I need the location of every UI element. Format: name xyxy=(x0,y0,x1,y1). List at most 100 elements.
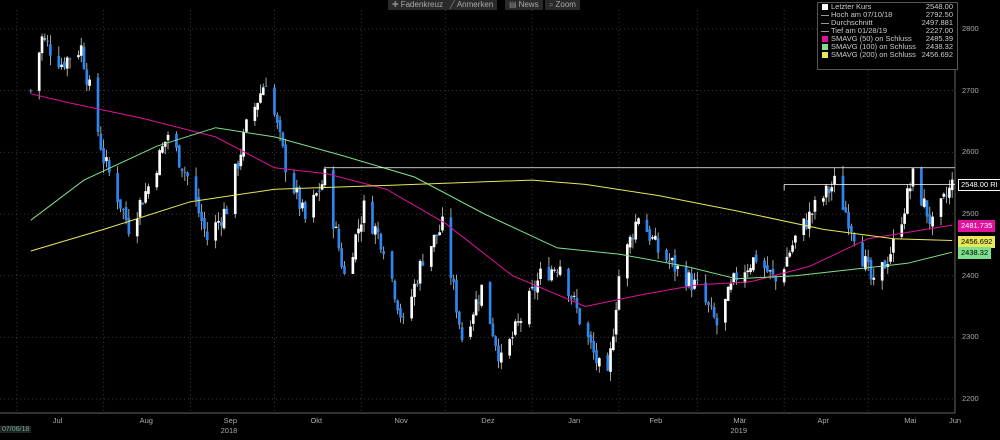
pencil-icon: ╱ xyxy=(450,0,455,9)
candle-body xyxy=(79,45,83,56)
x-tick-label: Feb xyxy=(649,416,663,425)
candle-body xyxy=(586,323,590,338)
candle-body xyxy=(533,286,537,292)
candle-body xyxy=(597,358,601,367)
candle-body xyxy=(242,132,245,157)
candle-body xyxy=(37,52,41,91)
candle-body xyxy=(841,175,845,210)
candle-body xyxy=(323,168,327,186)
candle-body xyxy=(107,160,111,173)
candle-body xyxy=(497,345,500,362)
chart-legend: Letzter Kurs 2548.00 Hoch am 07/10/18 2792.… xyxy=(817,2,958,70)
candle-body xyxy=(214,222,217,241)
legend-swatch xyxy=(821,15,829,16)
candle-body xyxy=(844,207,848,213)
candle-body xyxy=(553,269,556,271)
candle-body xyxy=(754,254,758,262)
zoom-icon: ⌕ xyxy=(549,0,554,9)
candle-body xyxy=(651,237,654,239)
news-button[interactable]: ▤ News xyxy=(505,0,543,10)
x-tick-label: Nov xyxy=(394,416,408,425)
candle-body xyxy=(186,172,189,177)
legend-row: Durchschnitt 2497.881 xyxy=(818,19,957,27)
candle-body xyxy=(292,173,296,194)
candle-body xyxy=(785,256,789,267)
candle-body xyxy=(488,281,492,325)
candle-body xyxy=(945,195,948,197)
candle-body xyxy=(637,218,640,224)
candle-body xyxy=(872,277,876,280)
candle-body xyxy=(578,308,582,325)
candle-body xyxy=(317,190,321,192)
candle-body xyxy=(665,250,668,261)
candle-body xyxy=(88,79,91,86)
sma-200-line xyxy=(30,179,953,252)
candle-body xyxy=(284,144,287,173)
legend-swatch xyxy=(821,31,829,32)
legend-row: SMAVG (50) on Schluss 2485.39 xyxy=(818,35,957,43)
candle-body xyxy=(802,218,806,236)
legend-label: SMAVG (50) on Schluss xyxy=(831,34,912,43)
candle-body xyxy=(315,193,318,196)
candle-body xyxy=(788,252,792,257)
candle-body xyxy=(676,265,680,269)
legend-value: 2792.50 xyxy=(925,10,953,19)
sma-50-line xyxy=(30,93,953,308)
candle-body xyxy=(634,221,638,240)
candle-body xyxy=(376,228,380,233)
candle-body xyxy=(712,307,716,318)
candle-body xyxy=(746,270,750,273)
candle-body xyxy=(158,150,161,176)
legend-value: 2497.881 xyxy=(921,18,953,27)
candle-body xyxy=(452,278,456,283)
candle-body xyxy=(847,211,850,229)
candle-body xyxy=(631,238,635,240)
candle-body xyxy=(135,219,139,237)
crosshair-button[interactable]: ✚ Fadenkreuz xyxy=(388,0,447,10)
candle-body xyxy=(60,64,63,68)
candle-body xyxy=(144,191,147,203)
candle-body xyxy=(261,87,265,96)
candle-body xyxy=(491,323,495,337)
y-tick-label: 2700 xyxy=(962,85,979,95)
candle-body xyxy=(29,90,33,92)
crosshair-icon: ✚ xyxy=(392,0,399,9)
candle-body xyxy=(892,238,895,253)
candle-body xyxy=(942,193,946,197)
news-icon: ▤ xyxy=(509,0,517,9)
zoom-button[interactable]: ⌕ Zoom xyxy=(545,0,580,10)
candle-body xyxy=(743,272,747,283)
candle-body xyxy=(43,38,47,40)
candle-body xyxy=(245,119,248,132)
candle-body xyxy=(850,225,853,232)
candle-body xyxy=(256,103,259,110)
legend-label: Tief am 01/28/19 xyxy=(831,26,888,35)
candle-body xyxy=(609,348,612,372)
annotate-button[interactable]: ╱ Anmerken xyxy=(446,0,498,10)
candle-body xyxy=(303,202,307,219)
candle-body xyxy=(696,279,699,281)
candle-body xyxy=(794,235,797,243)
candle-body xyxy=(861,242,864,267)
candle-body xyxy=(298,187,301,209)
candle-body xyxy=(379,233,383,250)
candle-body xyxy=(413,283,416,298)
candle-body xyxy=(656,238,660,253)
candle-body xyxy=(183,172,187,174)
candle-body xyxy=(707,302,710,305)
candle-body xyxy=(869,259,873,280)
legend-label: SMAVG (200) on Schluss xyxy=(831,50,916,59)
candle-body xyxy=(508,339,512,356)
candle-body xyxy=(782,269,786,283)
candle-body xyxy=(513,321,517,335)
candle-body xyxy=(273,87,276,115)
candle-body xyxy=(175,133,178,148)
candle-body xyxy=(225,208,229,215)
candle-body xyxy=(46,40,49,42)
candle-body xyxy=(102,147,105,164)
candle-body xyxy=(791,245,794,252)
candle-body xyxy=(499,352,503,363)
candle-body xyxy=(354,234,358,260)
candle-body xyxy=(606,355,610,371)
